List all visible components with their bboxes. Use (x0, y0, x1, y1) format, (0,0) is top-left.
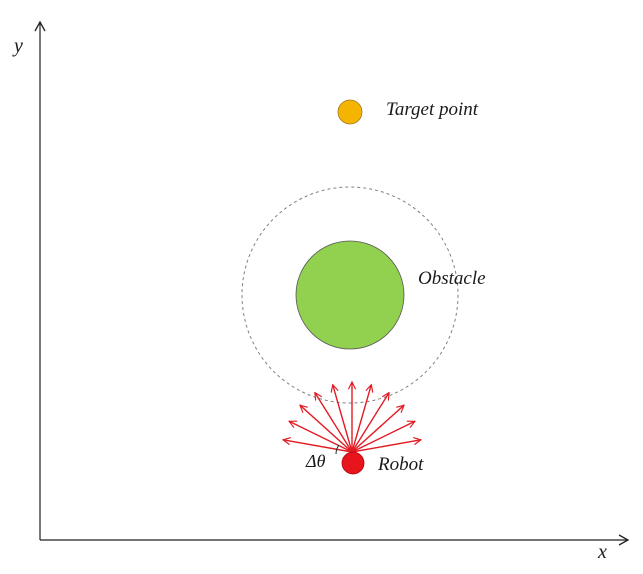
robot-label: Robot (377, 454, 424, 475)
obstacle-label: Obstacle (418, 268, 486, 289)
obstacle-boundary (241, 186, 459, 404)
sensor-ray-11 (283, 440, 353, 453)
sensor-ray-3 (351, 405, 404, 453)
robot (341, 451, 365, 475)
angle-arc (335, 444, 340, 455)
sensor-ray-2 (351, 421, 415, 453)
sensor-ray-10 (289, 421, 353, 453)
angle-label: Δθ (305, 451, 326, 471)
target-point (337, 99, 363, 125)
sensor-ray-7 (333, 385, 353, 453)
target-point-label: Target point (386, 99, 479, 120)
sensor-ray-5 (351, 385, 371, 453)
sensor-rays (283, 382, 421, 453)
sensor-ray-8 (315, 393, 353, 453)
sensor-ray-1 (351, 440, 421, 453)
sensor-ray-9 (300, 405, 353, 453)
y-axis-label: y (12, 35, 23, 57)
obstacle (295, 240, 405, 350)
sensor-ray-4 (351, 393, 389, 453)
x-axis-label: x (597, 541, 607, 563)
